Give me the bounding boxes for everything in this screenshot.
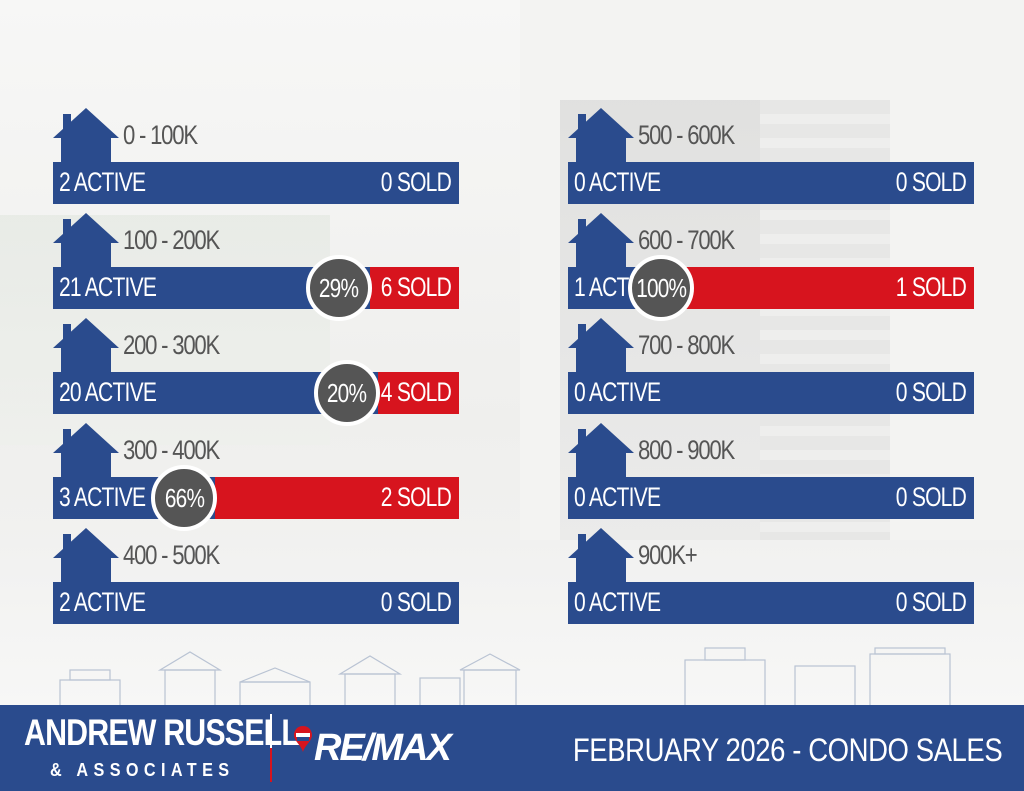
price-range-card: 800 - 900K 0 ACTIVE 0 SOLD [568,423,974,519]
price-range-label: 900K+ [638,540,698,570]
remax-logo-text: RE/MAX [314,727,452,769]
price-range-label: 100 - 200K [123,225,220,255]
sold-segment [377,372,459,414]
sold-count: 0 SOLD [895,587,967,617]
active-count: 0 ACTIVE [574,587,661,617]
brand-name: ANDREW RUSSELL [24,712,300,753]
city-skyline-illustration [655,647,985,707]
sold-count: 1 SOLD [895,272,967,302]
sold-percentage-badge: 66% [151,465,218,531]
price-range-label: 400 - 500K [123,540,220,570]
brand-subtitle: & ASSOCIATES [50,760,235,780]
active-count: 2 ACTIVE [59,167,146,197]
sales-bar: 0 ACTIVE 0 SOLD [568,372,974,414]
price-range-label: 0 - 100K [123,120,198,150]
price-range-card: 0 - 100K 2 ACTIVE 0 SOLD [53,108,459,204]
price-range-label: 200 - 300K [123,330,220,360]
sales-bar: 3 ACTIVE 2 SOLD [53,477,459,519]
remax-balloon-icon [294,726,312,752]
sold-count: 2 SOLD [380,482,452,512]
footer-bar [0,705,1024,791]
house-icon [53,108,119,175]
report-title: FEBRUARY 2026 - CONDO SALES [572,732,1003,768]
sales-bar: 20 ACTIVE 4 SOLD [53,372,459,414]
sold-count: 0 SOLD [895,482,967,512]
sales-bar: 21 ACTIVE 6 SOLD [53,267,459,309]
houses-skyline-illustration [40,651,560,707]
sales-bar: 2 ACTIVE 0 SOLD [53,582,459,624]
price-range-card: 300 - 400K 3 ACTIVE 2 SOLD 66% [53,423,459,531]
sold-count: 0 SOLD [895,167,967,197]
sold-count: 0 SOLD [895,377,967,407]
sold-percentage: 100% [636,272,687,303]
price-range-card: 500 - 600K 0 ACTIVE 0 SOLD [568,108,974,204]
house-icon [568,423,634,490]
house-icon [53,423,119,490]
price-range-label: 800 - 900K [638,435,735,465]
house-icon [568,318,634,385]
house-icon [53,318,119,385]
sold-count: 4 SOLD [380,377,452,407]
house-icon [568,213,634,280]
price-range-card: 900K+ 0 ACTIVE 0 SOLD [568,528,974,624]
active-count: 2 ACTIVE [59,587,146,617]
active-count: 0 ACTIVE [574,482,661,512]
brand-divider [270,714,272,782]
sold-count: 6 SOLD [380,272,452,302]
price-range-card: 200 - 300K 20 ACTIVE 4 SOLD 20% [53,318,459,426]
house-icon [568,108,634,175]
sales-bar: 0 ACTIVE 0 SOLD [568,162,974,204]
active-count: 0 ACTIVE [574,377,661,407]
house-icon [568,528,634,595]
sold-percentage: 20% [327,377,367,408]
price-range-label: 300 - 400K [123,435,220,465]
price-range-card: 700 - 800K 0 ACTIVE 0 SOLD [568,318,974,414]
price-range-label: 500 - 600K [638,120,735,150]
sales-bar: 1 ACTIVE 1 SOLD [568,267,974,309]
price-range-card: 600 - 700K 1 ACTIVE 1 SOLD 100% [568,213,974,321]
price-range-label: 600 - 700K [638,225,735,255]
house-icon [53,213,119,280]
active-count: 0 ACTIVE [574,167,661,197]
sold-percentage-badge: 29% [305,255,372,321]
active-count: 21 ACTIVE [59,272,157,302]
sold-percentage-badge: 100% [628,255,694,321]
active-count: 20 ACTIVE [59,377,157,407]
sold-segment [369,267,459,309]
price-range-label: 700 - 800K [638,330,735,360]
sold-segment [649,267,974,309]
sales-bar: 0 ACTIVE 0 SOLD [568,582,974,624]
sold-count: 0 SOLD [380,167,452,197]
price-range-card: 400 - 500K 2 ACTIVE 0 SOLD [53,528,459,624]
active-count: 3 ACTIVE [59,482,146,512]
sold-segment [215,477,459,519]
sales-bar: 0 ACTIVE 0 SOLD [568,477,974,519]
house-icon [53,528,119,595]
price-range-card: 100 - 200K 21 ACTIVE 6 SOLD 29% [53,213,459,321]
sold-count: 0 SOLD [380,587,452,617]
sales-bar: 2 ACTIVE 0 SOLD [53,162,459,204]
sold-percentage: 29% [319,272,359,303]
sold-percentage: 66% [164,482,205,513]
sold-percentage-badge: 20% [313,360,380,426]
